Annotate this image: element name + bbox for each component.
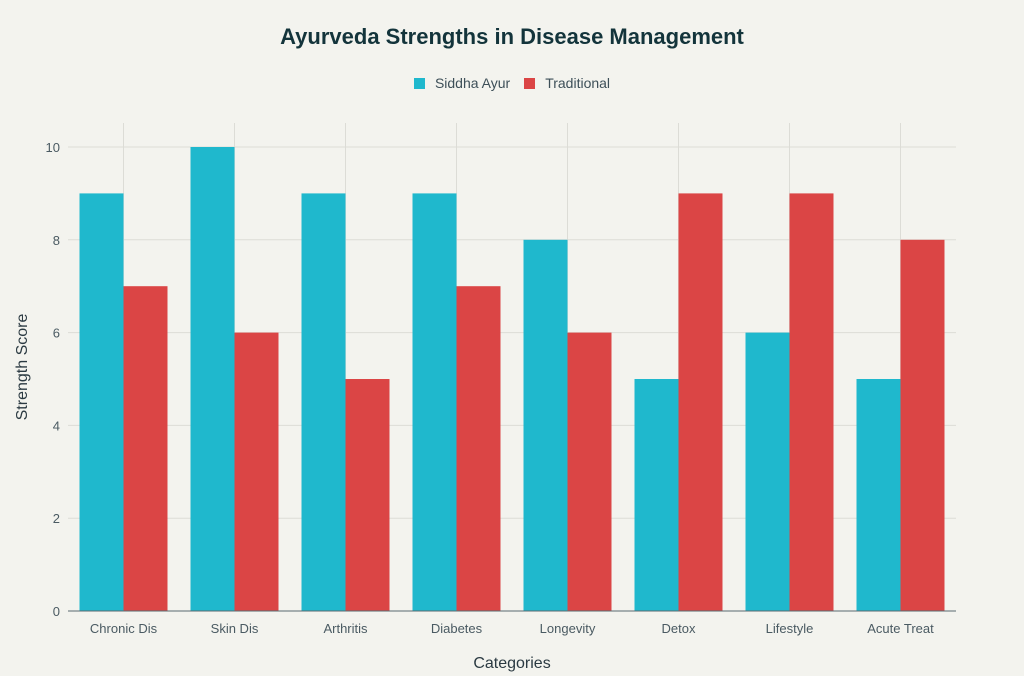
y-tick-label: 10: [46, 140, 60, 155]
bar-traditional[interactable]: [567, 332, 612, 611]
x-axis-title: Categories: [473, 655, 550, 672]
bar-traditional[interactable]: [900, 239, 945, 612]
bar-siddha-ayur[interactable]: [523, 239, 568, 612]
bar-siddha-ayur[interactable]: [634, 379, 679, 611]
bar-traditional[interactable]: [789, 193, 834, 611]
y-tick-label: 6: [53, 326, 60, 341]
bar-siddha-ayur[interactable]: [745, 332, 790, 611]
x-tick-label: Lifestyle: [766, 621, 814, 636]
legend: Siddha Ayur Traditional: [0, 75, 1024, 91]
legend-swatch: [413, 77, 425, 89]
x-tick-label: Longevity: [540, 621, 596, 636]
x-tick-label: Arthritis: [323, 621, 368, 636]
bar-traditional[interactable]: [456, 286, 501, 611]
legend-item-siddha-ayur[interactable]: Siddha Ayur: [413, 75, 511, 91]
x-tick-label: Skin Dis: [211, 621, 259, 636]
chart-title: Ayurveda Strengths in Disease Management: [280, 24, 744, 49]
bar-siddha-ayur[interactable]: [856, 379, 901, 611]
bar-siddha-ayur[interactable]: [412, 193, 457, 611]
legend-label: Siddha Ayur: [434, 75, 511, 91]
y-axis-title: Strength Score: [14, 314, 31, 421]
legend-label: Traditional: [545, 75, 611, 91]
y-tick-label: 2: [53, 511, 60, 526]
y-tick-label: 4: [53, 418, 60, 433]
bar-traditional[interactable]: [678, 193, 723, 611]
bar-siddha-ayur[interactable]: [79, 193, 124, 611]
bar-traditional[interactable]: [123, 286, 168, 611]
legend-item-traditional[interactable]: Traditional: [524, 75, 610, 91]
y-tick-label: 8: [53, 233, 60, 248]
bar-siddha-ayur[interactable]: [190, 147, 235, 611]
bar-traditional[interactable]: [345, 379, 390, 611]
bar-traditional[interactable]: [234, 332, 279, 611]
y-tick-label: 0: [53, 604, 60, 619]
bar-siddha-ayur[interactable]: [301, 193, 346, 611]
x-tick-label: Acute Treat: [867, 621, 934, 636]
x-tick-label: Chronic Dis: [90, 621, 158, 636]
x-tick-label: Detox: [662, 621, 696, 636]
x-tick-label: Diabetes: [431, 621, 483, 636]
legend-swatch: [524, 77, 536, 89]
